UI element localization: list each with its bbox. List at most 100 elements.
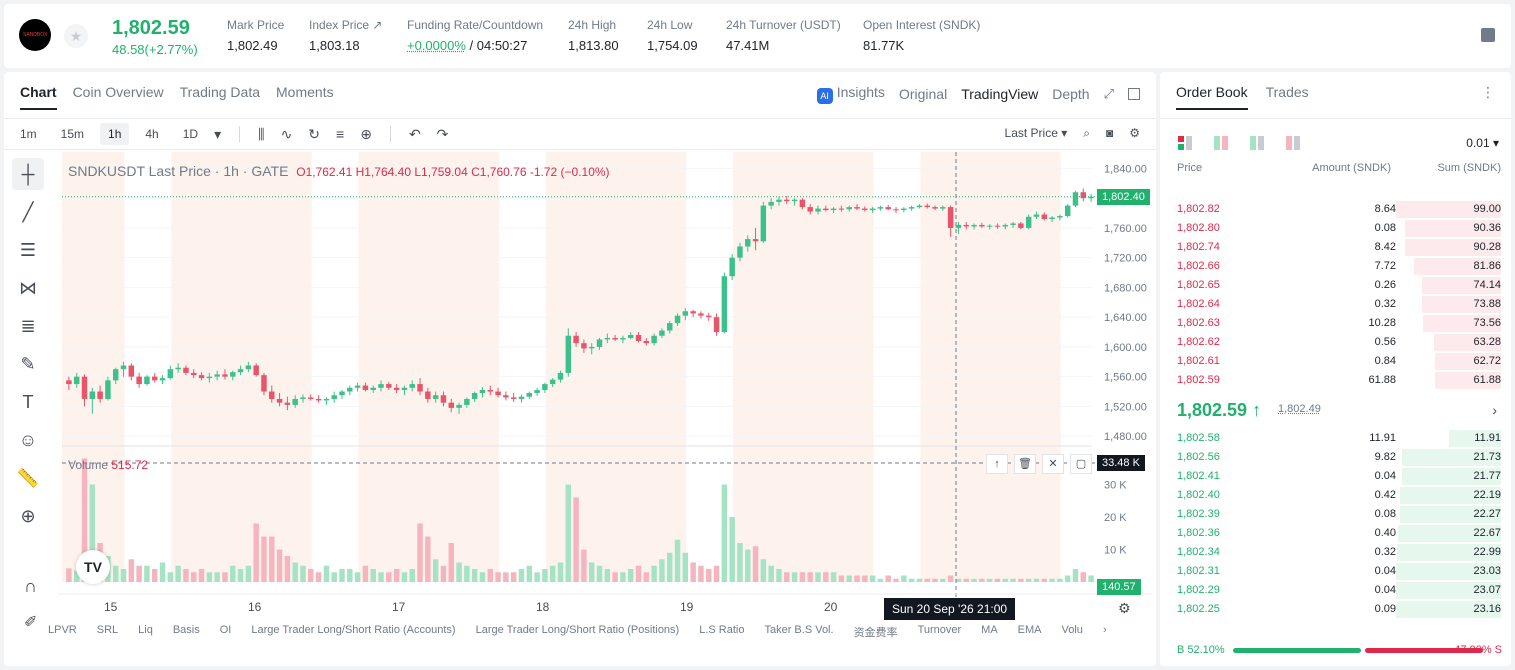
pattern-icon[interactable]: ⋈: [19, 277, 37, 298]
tab-insights[interactable]: AI Insights: [816, 84, 885, 104]
volume-bar: [1010, 578, 1016, 582]
tab-original[interactable]: Original: [898, 86, 948, 102]
maximize-icon[interactable]: ▢: [1070, 454, 1092, 474]
tab-coin-overview[interactable]: Coin Overview: [72, 84, 164, 100]
bid-row[interactable]: 1,802.41 0.04 21.77: [1160, 467, 1511, 486]
notes-icon[interactable]: [1481, 28, 1495, 42]
bid-row[interactable]: 1,802.56 9.82 21.73: [1160, 448, 1511, 467]
volume-bar: [183, 569, 189, 582]
tab-tradingview[interactable]: TradingView: [961, 86, 1039, 102]
book-layout-bids-icon[interactable]: [1250, 136, 1264, 150]
book-layout-asks-icon[interactable]: [1286, 136, 1300, 150]
ruler-icon[interactable]: 📏: [16, 467, 40, 488]
price-chart[interactable]: 1,840.001,800.001,760.001,720.001,680.00…: [58, 152, 1152, 620]
emoji-icon[interactable]: ☺: [18, 429, 38, 450]
ask-row[interactable]: 1,802.64 0.32 73.88: [1160, 295, 1511, 314]
candle-type-icon[interactable]: ⫼: [258, 125, 265, 142]
ask-row[interactable]: 1,802.61 0.84 62.72: [1160, 352, 1511, 371]
bid-row[interactable]: 1,802.25 0.09 23.16: [1160, 600, 1511, 619]
camera-icon[interactable]: ◙: [1105, 126, 1114, 140]
timeframe-4h[interactable]: 4h: [145, 127, 159, 141]
candle-body: [245, 365, 252, 370]
indicator-item[interactable]: OI: [219, 624, 232, 636]
book-layout-bid-ask-icon[interactable]: [1214, 136, 1228, 150]
indicator-item[interactable]: MA: [981, 624, 998, 636]
bid-row[interactable]: 1,802.36 0.40 22.67: [1160, 524, 1511, 543]
search-icon[interactable]: ⌕: [1083, 126, 1090, 140]
move-up-icon[interactable]: ↑: [986, 454, 1008, 474]
bid-row[interactable]: 1,802.39 0.08 22.27: [1160, 505, 1511, 524]
price-axis-label: 1,600.00: [1104, 342, 1147, 354]
ask-row[interactable]: 1,802.65 0.26 74.14: [1160, 276, 1511, 295]
bid-row[interactable]: 1,802.31 0.04 23.03: [1160, 562, 1511, 581]
chart-settings-icon[interactable]: ⚙: [1118, 600, 1131, 616]
volume-bar: [823, 572, 829, 582]
bid-row[interactable]: 1,802.29 0.04 23.07: [1160, 581, 1511, 600]
redo-icon[interactable]: ↷: [436, 125, 449, 142]
indicator-item[interactable]: Taker B.S Vol.: [764, 624, 834, 636]
expand-icon[interactable]: ⤢: [1103, 86, 1114, 101]
tab-order-book[interactable]: Order Book: [1176, 84, 1248, 110]
trend-line-icon[interactable]: ╱: [22, 201, 34, 222]
zoom-in-icon[interactable]: ⊕: [20, 505, 36, 526]
bid-row[interactable]: 1,802.58 11.91 11.91: [1160, 429, 1511, 448]
bid-row[interactable]: 1,802.40 0.42 22.19: [1160, 486, 1511, 505]
replay-icon[interactable]: ↻: [308, 125, 321, 142]
favorite-star-icon[interactable]: ★: [64, 24, 88, 48]
alert-add-icon[interactable]: ⊕: [360, 125, 372, 142]
indicator-item[interactable]: Turnover: [917, 624, 962, 636]
tab-depth[interactable]: Depth: [1052, 86, 1090, 102]
book-layout-both-icon[interactable]: [1178, 136, 1192, 150]
templates-icon[interactable]: ≡: [336, 126, 345, 142]
timeframe-15m[interactable]: 15m: [60, 127, 85, 141]
precision-select[interactable]: 0.01 ▾: [1466, 136, 1499, 150]
tab-chart[interactable]: Chart: [20, 84, 57, 110]
brush-icon[interactable]: ✎: [20, 353, 36, 374]
magnet-icon[interactable]: ∩: [24, 576, 37, 596]
settings-gear-icon[interactable]: ⚙: [1129, 126, 1140, 140]
tab-trades[interactable]: Trades: [1265, 84, 1309, 100]
candle-body: [128, 365, 135, 377]
indicator-item[interactable]: Large Trader Long/Short Ratio (Accounts): [251, 624, 456, 636]
indicator-item[interactable]: SRL: [96, 624, 119, 636]
candle-body: [112, 369, 119, 381]
indicator-item[interactable]: Large Trader Long/Short Ratio (Positions…: [475, 624, 680, 636]
bid-row[interactable]: 1,802.34 0.32 22.99: [1160, 543, 1511, 562]
fib-icon[interactable]: ≣: [20, 315, 36, 336]
ask-row[interactable]: 1,802.80 0.08 90.36: [1160, 219, 1511, 238]
undo-icon[interactable]: ↶: [408, 125, 421, 142]
indicators-icon[interactable]: ∿: [280, 125, 293, 142]
ask-row[interactable]: 1,802.82 8.64 99.00: [1160, 200, 1511, 219]
stat-index-price[interactable]: Index Price ↗ 1,803.18: [309, 18, 383, 53]
indicator-item[interactable]: LPVR: [48, 624, 77, 636]
timeframe-1h[interactable]: 1h: [100, 123, 130, 145]
timeframe-1d[interactable]: 1D: [182, 127, 199, 141]
indicator-item[interactable]: Volu: [1061, 624, 1083, 636]
indicator-item[interactable]: Basis: [172, 624, 200, 636]
depth-bar: [1448, 430, 1501, 447]
ask-row[interactable]: 1,802.63 10.28 73.56: [1160, 314, 1511, 333]
chevron-right-icon[interactable]: ›: [1492, 402, 1497, 418]
ask-row[interactable]: 1,802.62 0.56 63.28: [1160, 333, 1511, 352]
collapse-icon[interactable]: ✕: [1042, 454, 1064, 474]
tab-moments[interactable]: Moments: [276, 84, 334, 100]
more-icon[interactable]: ⋮: [1481, 84, 1495, 100]
ask-row[interactable]: 1,802.74 8.42 90.28: [1160, 238, 1511, 257]
fullscreen-icon[interactable]: [1128, 88, 1140, 100]
price-type-select[interactable]: Last Price ▾: [1004, 126, 1068, 140]
ask-row[interactable]: 1,802.59 61.88 61.88: [1160, 371, 1511, 390]
indicator-item[interactable]: EMA: [1017, 624, 1042, 636]
scroll-right-icon[interactable]: ›: [1102, 624, 1107, 636]
crosshair-icon[interactable]: ┼: [12, 158, 44, 190]
ask-row[interactable]: 1,802.66 7.72 81.86: [1160, 257, 1511, 276]
timeframe-dropdown-icon[interactable]: ▾: [214, 125, 222, 142]
indicator-item[interactable]: Liq: [138, 624, 153, 636]
text-tool-icon[interactable]: T: [22, 391, 34, 412]
indicator-item[interactable]: 资金费率: [853, 627, 898, 639]
horizontal-lines-icon[interactable]: ☰: [19, 239, 37, 260]
lock-draw-icon[interactable]: ✐: [24, 614, 38, 631]
indicator-item[interactable]: L.S Ratio: [699, 624, 745, 636]
tab-trading-data[interactable]: Trading Data: [179, 84, 261, 100]
timeframe-1m[interactable]: 1m: [20, 127, 37, 141]
delete-icon[interactable]: 🗑: [1014, 454, 1036, 474]
